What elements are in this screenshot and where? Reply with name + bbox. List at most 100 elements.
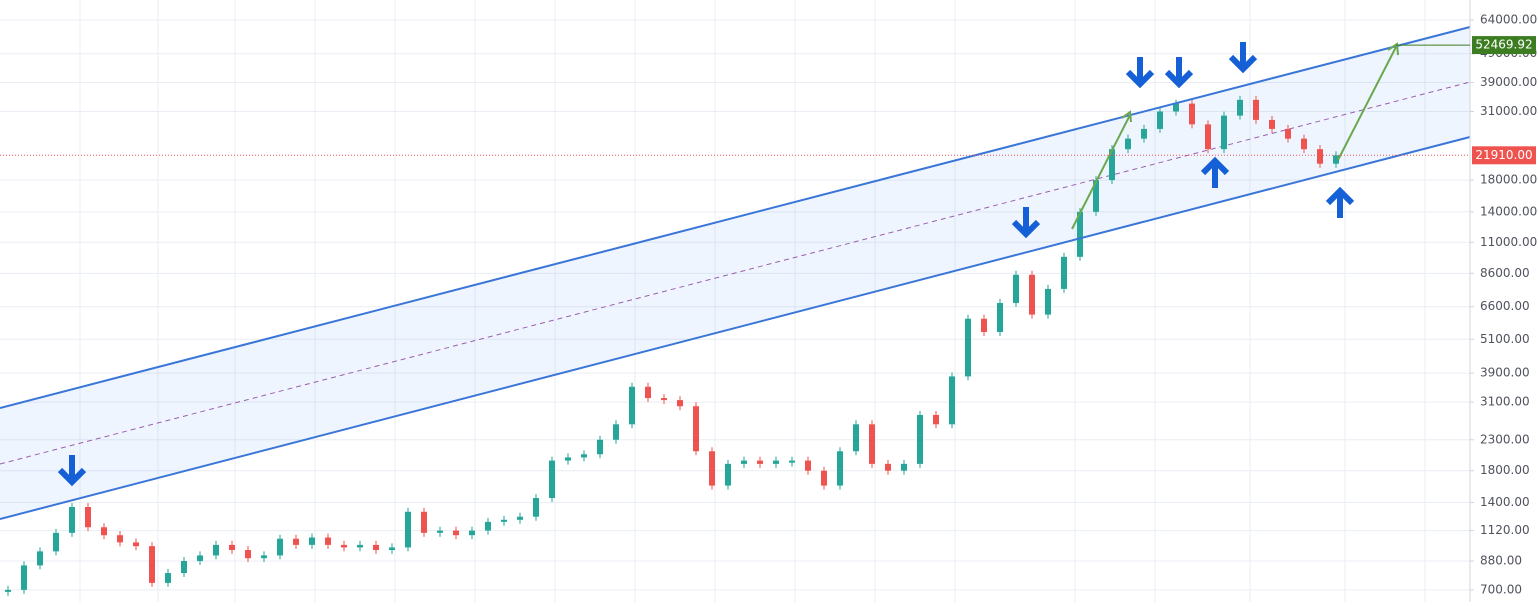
channel-median: [0, 81, 1471, 465]
candle-body: [789, 460, 795, 463]
candle-body: [1333, 155, 1339, 164]
candle-body: [1109, 149, 1115, 181]
candle-body: [165, 573, 171, 583]
candle-body: [1173, 103, 1179, 112]
candle-body: [901, 463, 907, 471]
candle-body: [229, 544, 235, 551]
candle-body: [1157, 111, 1163, 129]
candle-body: [869, 424, 875, 464]
candle-body: [917, 414, 923, 464]
candle-body: [453, 530, 459, 536]
candle-body: [197, 555, 203, 562]
candle-body: [389, 547, 395, 551]
candle-body: [853, 424, 859, 452]
candle-body: [533, 497, 539, 517]
y-tick-label: 39000.00: [1480, 75, 1537, 89]
last-price-box: [1472, 146, 1536, 165]
candle-body: [1093, 180, 1099, 212]
candle-body: [1285, 128, 1291, 139]
candle-body: [117, 535, 123, 543]
candle-body: [325, 537, 331, 545]
y-tick-label: 2300.00: [1480, 432, 1530, 446]
candle-body: [1077, 211, 1083, 257]
candle-body: [949, 376, 955, 425]
candle-body: [597, 439, 603, 455]
candle-body: [373, 544, 379, 551]
candle-body: [341, 544, 347, 548]
candle-body: [613, 424, 619, 440]
candle-body: [661, 398, 667, 401]
y-tick-label: 8600.00: [1480, 266, 1530, 280]
signal-arrows: [57, 42, 1355, 487]
candle-body: [277, 538, 283, 556]
candle-body: [309, 537, 315, 545]
vertical-grid: [79, 0, 1426, 602]
y-tick-label: 880.00: [1480, 554, 1522, 568]
candle-body: [293, 538, 299, 545]
y-tick-label: 3900.00: [1480, 366, 1530, 380]
candle-body: [997, 302, 1003, 333]
candle-body: [181, 561, 187, 574]
candle-body: [261, 555, 267, 559]
candle-body: [421, 511, 427, 533]
candle-body: [837, 451, 843, 486]
candle-body: [405, 511, 411, 548]
y-tick-label: 18000.00: [1480, 173, 1537, 187]
candle-body: [549, 460, 555, 498]
candle-body: [581, 454, 587, 458]
candle-body: [741, 460, 747, 464]
candle-body: [357, 544, 363, 548]
projection-arrows: [1071, 42, 1399, 230]
candle-body: [1061, 256, 1067, 289]
candle-body: [821, 470, 827, 486]
candle-body: [565, 457, 571, 461]
candle-body: [757, 460, 763, 464]
candle-body: [885, 463, 891, 471]
channel-upper: [0, 26, 1471, 409]
candle-body: [485, 521, 491, 531]
candle-body: [517, 516, 523, 520]
candle-body: [981, 318, 987, 333]
channel-lower: [0, 136, 1471, 520]
candle-body: [1301, 138, 1307, 150]
candle-body: [69, 507, 75, 533]
y-tick-label: 1120.00: [1480, 523, 1530, 537]
y-tick-label: 31000.00: [1480, 104, 1537, 118]
candle-body: [1237, 99, 1243, 116]
candle-body: [1189, 103, 1195, 125]
candle-body: [1125, 138, 1131, 150]
candle-body: [1253, 99, 1259, 120]
candle-body: [645, 386, 651, 399]
y-tick-label: 3100.00: [1480, 395, 1530, 409]
candle-body: [101, 527, 107, 536]
y-tick-label: 6600.00: [1480, 299, 1530, 313]
candle-body: [21, 565, 27, 590]
y-tick-label: 64000.00: [1480, 13, 1537, 27]
candle-body: [1045, 288, 1051, 315]
price-axis: [1470, 0, 1538, 602]
candle-body: [53, 532, 59, 552]
candle-body: [629, 386, 635, 425]
candle-body: [469, 530, 475, 536]
candle-body: [725, 463, 731, 486]
candle-body: [37, 551, 43, 566]
candle-body: [245, 550, 251, 559]
candle-body: [773, 460, 779, 464]
candle-body: [965, 318, 971, 377]
y-tick-label: 14000.00: [1480, 204, 1537, 218]
candle-body: [437, 530, 443, 533]
y-tick-label: 1800.00: [1480, 463, 1530, 477]
candle-body: [213, 544, 219, 556]
candle-body: [1221, 115, 1227, 150]
target-box: [1472, 36, 1536, 55]
candle-body: [1141, 128, 1147, 139]
candle-body: [5, 589, 11, 592]
y-tick-label: 5100.00: [1480, 332, 1530, 346]
candle-body: [1029, 274, 1035, 315]
candle-body: [805, 460, 811, 471]
candle-body: [149, 546, 155, 583]
candle-body: [693, 406, 699, 452]
candle-body: [1205, 124, 1211, 150]
target-label: 52469.92: [1475, 38, 1532, 52]
